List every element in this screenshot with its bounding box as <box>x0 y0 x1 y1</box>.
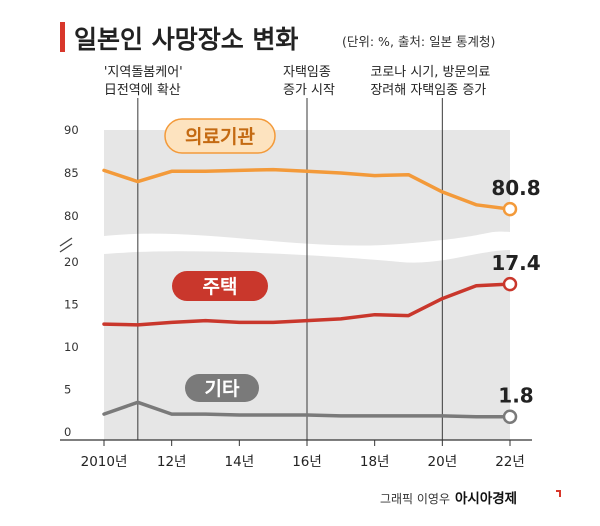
annotation-text: 日전역에 확산 <box>104 83 181 98</box>
series-line-hospital <box>102 167 512 211</box>
annotation-text: 장려해 자택임종 증가 <box>370 83 486 98</box>
x-tick-label: 14년 <box>225 454 255 470</box>
source-note: (단위: %, 출처: 일본 통계청) <box>342 34 495 49</box>
series-line-other <box>102 400 512 419</box>
x-tick-label: 2010년 <box>81 454 128 470</box>
series-label-pill-home <box>172 271 268 301</box>
end-value-label-home: 17.4 <box>491 251 540 275</box>
series-group: 80.8 의료기관 17.4 주택 1.8 기타 <box>102 118 541 424</box>
annotation-text: 증가 시작 <box>283 83 335 98</box>
x-tick-label: 16년 <box>292 454 322 470</box>
end-value-label-hospital: 80.8 <box>491 176 540 200</box>
x-tick-label: 22년 <box>495 454 525 470</box>
end-value-label-other: 1.8 <box>498 384 533 408</box>
x-tick-label: 12년 <box>157 454 187 470</box>
page-title: 일본인 사망장소 변화 <box>74 25 298 54</box>
series-name-home: 주택 <box>203 276 238 298</box>
end-point-other <box>502 409 518 424</box>
y-axis: 80 85 90 0 5 10 15 20 <box>64 123 79 439</box>
x-axis: 2010년 12년 14년 16년 18년 20년 22년 <box>60 439 532 470</box>
series-line-home <box>102 282 512 327</box>
brand-logo-mark <box>556 490 561 497</box>
y-tick-label: 15 <box>64 298 79 312</box>
series-name-hospital: 의료기관 <box>185 126 255 148</box>
axis-break-mark <box>59 237 73 253</box>
y-tick-label: 85 <box>64 166 79 180</box>
annotation-text: 코로나 시기, 방문의료 <box>370 65 490 80</box>
end-point-home <box>502 276 518 292</box>
x-tick-label: 18년 <box>360 454 390 470</box>
brand-logo: 아시아경제 <box>455 490 517 507</box>
end-point-hospital <box>502 201 518 217</box>
annotation-text: '지역돌봄케어' <box>104 65 183 80</box>
y-tick-label: 0 <box>64 425 71 439</box>
title-accent-bar <box>60 22 65 52</box>
series-name-other: 기타 <box>205 378 240 400</box>
axis-break-stroke <box>59 237 73 247</box>
series-label-pill-hospital <box>164 118 276 154</box>
graphic-credit: 그래픽 이영우 <box>380 492 450 506</box>
x-tick-label: 20년 <box>428 454 458 470</box>
series-label-pill-other <box>185 374 259 402</box>
y-tick-label: 90 <box>64 123 79 137</box>
y-tick-label: 10 <box>64 340 79 354</box>
y-tick-label: 80 <box>64 209 79 223</box>
annotation-text: 자택임종 <box>283 65 331 80</box>
y-tick-label: 20 <box>64 255 79 269</box>
axis-break-stroke <box>59 243 73 253</box>
y-tick-label: 5 <box>64 383 71 397</box>
